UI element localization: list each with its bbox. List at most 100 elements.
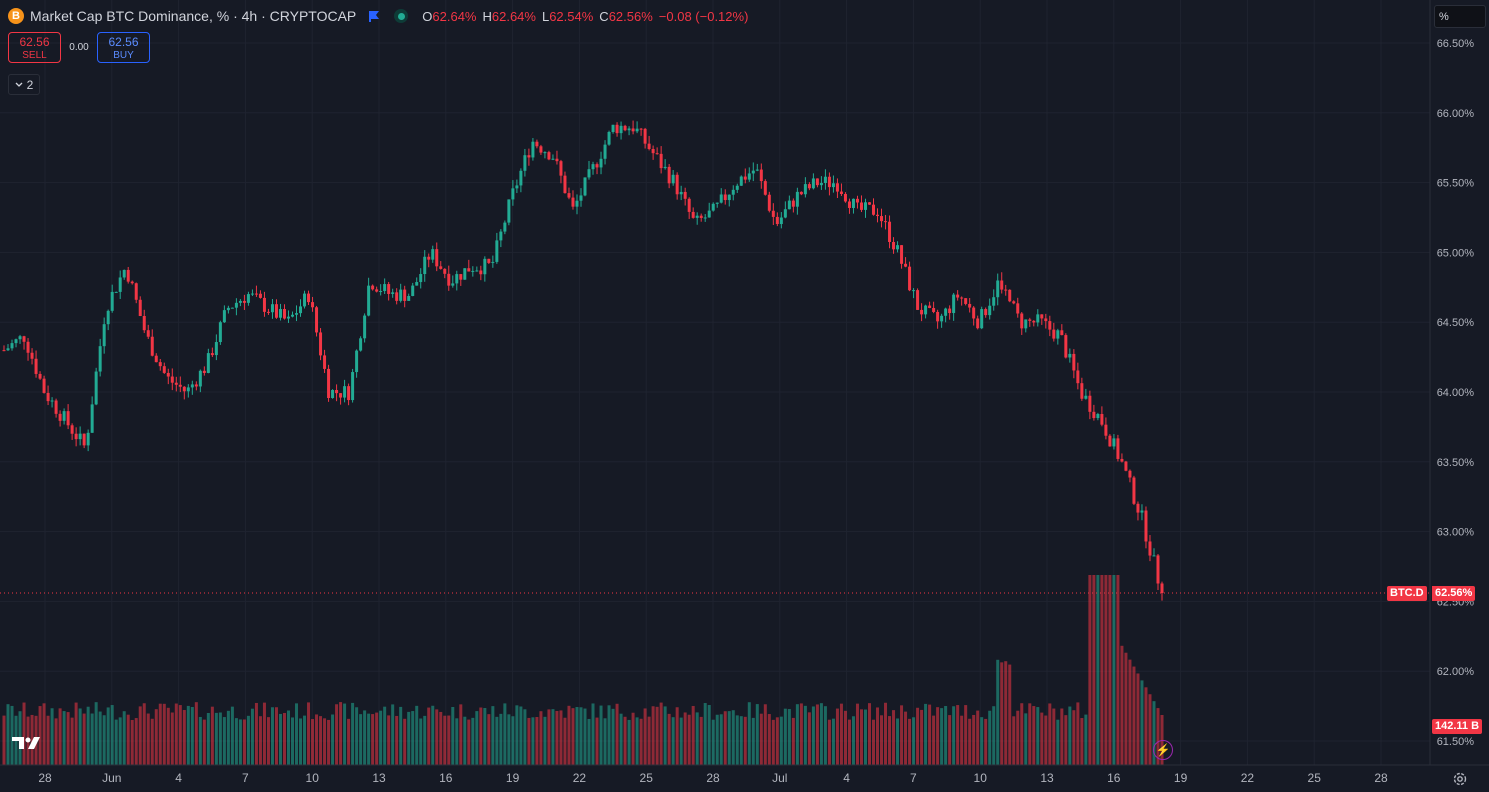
flag-icon[interactable]	[368, 10, 380, 22]
volume-bar	[150, 718, 154, 765]
volume-bar	[238, 719, 242, 765]
indicators-toggle-button[interactable]: 2	[8, 74, 40, 95]
volume-bar	[643, 708, 647, 765]
time-axis[interactable]: 28 Jun 4 7 10 13 16 19 22 25 28 Jul 4 7 10 13 16 19 22 25 28	[38, 771, 1388, 785]
candle-body	[647, 143, 651, 150]
volume-bar	[1016, 710, 1020, 765]
volume-bar	[735, 715, 739, 765]
volume-bar	[924, 703, 928, 765]
candle-body	[170, 376, 174, 383]
volume-bar	[495, 716, 499, 765]
volume-bar	[1040, 712, 1044, 765]
bitcoin-icon: B	[8, 8, 24, 24]
volume-bar	[639, 718, 643, 765]
time-tick-label: 4	[175, 771, 182, 785]
volume-bar	[286, 710, 290, 765]
volume-bar	[755, 704, 759, 765]
volume-bar	[583, 708, 587, 765]
lightning-icon[interactable]: ⚡	[1153, 740, 1173, 760]
candle-body	[563, 175, 567, 194]
volume-bar	[407, 711, 411, 765]
candle-body	[916, 290, 920, 310]
volume-bar	[327, 719, 331, 765]
volume-bar	[984, 718, 988, 765]
candle-body	[58, 413, 62, 421]
low-value: 62.54%	[549, 8, 594, 24]
candle-body	[651, 149, 655, 154]
volume-bar	[531, 717, 535, 765]
time-tick-label: 16	[1107, 771, 1121, 785]
spread-value: 0.00	[69, 42, 89, 53]
candle-body	[687, 198, 691, 212]
volume-bar	[303, 715, 307, 765]
volume-bar	[447, 715, 451, 765]
candle-body	[519, 170, 523, 186]
candle-body	[1120, 458, 1124, 462]
candle-body	[319, 332, 323, 356]
candle-body	[1028, 319, 1032, 321]
volume-bar	[727, 711, 731, 765]
volume-bar	[58, 708, 62, 765]
candle-body	[134, 283, 138, 300]
candle-body	[671, 174, 675, 184]
candle-body	[311, 302, 315, 308]
gear-icon[interactable]	[1452, 771, 1468, 787]
time-tick-label: 25	[1308, 771, 1322, 785]
time-tick-label: 19	[506, 771, 520, 785]
candle-body	[535, 141, 539, 147]
volume-bar	[339, 702, 343, 765]
scale-mode-button[interactable]: %	[1434, 5, 1486, 28]
candle-body	[739, 176, 743, 186]
candle-body	[880, 216, 884, 222]
volume-bar	[254, 702, 258, 765]
candle-body	[631, 128, 635, 132]
volume-bar	[395, 715, 399, 765]
volume-bar	[575, 707, 579, 765]
candle-body	[138, 299, 142, 316]
volume-bar	[411, 711, 415, 765]
candle-body	[527, 155, 531, 158]
candle-body	[771, 210, 775, 217]
volume-bar	[162, 703, 166, 765]
tradingview-logo[interactable]	[12, 735, 44, 751]
volume-bar	[795, 704, 799, 765]
volume-bar	[295, 703, 299, 765]
volume-bar	[234, 718, 238, 765]
candle-body	[900, 245, 904, 264]
candle-body	[703, 217, 707, 219]
buy-button[interactable]: 62.56 BUY	[97, 32, 150, 63]
sell-button[interactable]: 62.56 SELL	[8, 32, 61, 63]
volume-bar	[315, 714, 319, 765]
candle-body	[655, 153, 659, 155]
candle-body	[387, 284, 391, 294]
candle-body	[779, 217, 783, 225]
candle-body	[1020, 313, 1024, 329]
candle-body	[106, 310, 110, 325]
high-value: 62.64%	[491, 8, 536, 24]
candle-body	[643, 128, 647, 144]
symbol-title[interactable]: Market Cap BTC Dominance, % · 4h · CRYPT…	[30, 8, 357, 24]
candle-body	[335, 389, 339, 394]
candle-body	[303, 293, 307, 307]
candle-body	[972, 307, 976, 319]
volume-bar	[988, 710, 992, 765]
price-axis[interactable]: 66.50% 66.00% 65.50% 65.00% 64.50% 64.00% 63.5…	[1437, 38, 1475, 748]
candle-body	[367, 285, 371, 316]
candle-body	[499, 231, 503, 241]
market-status-icon[interactable]	[394, 9, 409, 23]
candle-body	[795, 191, 799, 207]
candle-body	[323, 355, 327, 369]
volume-bar	[747, 702, 751, 765]
volume-bar	[912, 717, 916, 765]
candle-body	[1144, 510, 1148, 542]
volume-bar	[467, 719, 471, 765]
volume-bar	[843, 710, 847, 765]
candle-body	[711, 203, 715, 211]
candle-body	[1140, 510, 1144, 513]
volume-bar	[976, 710, 980, 765]
volume-bar	[839, 703, 843, 765]
time-tick-label: 10	[974, 771, 988, 785]
candle-body	[839, 191, 843, 195]
volume-bar	[811, 706, 815, 765]
